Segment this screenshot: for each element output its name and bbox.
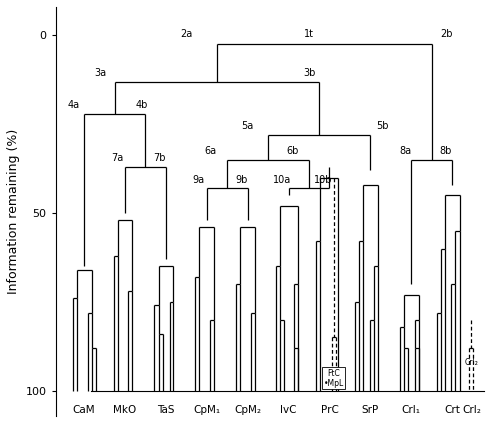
Text: 5a: 5a <box>242 121 254 131</box>
Text: 8a: 8a <box>399 146 411 156</box>
Text: 2b: 2b <box>440 29 452 39</box>
Text: FtC
•MpL: FtC •MpL <box>324 368 344 388</box>
Text: 3a: 3a <box>94 68 106 78</box>
Text: 3b: 3b <box>303 68 315 78</box>
Text: 4a: 4a <box>68 100 80 110</box>
Text: 6b: 6b <box>286 146 299 156</box>
Text: Crl₁: Crl₁ <box>402 405 421 415</box>
Text: 10b: 10b <box>314 175 332 184</box>
Text: 7b: 7b <box>154 153 166 163</box>
Text: 4b: 4b <box>135 100 147 110</box>
Text: IvC: IvC <box>280 405 297 415</box>
Text: 6a: 6a <box>205 146 217 156</box>
Text: 2a: 2a <box>180 29 192 39</box>
Text: CpM₂: CpM₂ <box>234 405 261 415</box>
Text: 7a: 7a <box>110 153 123 163</box>
Text: 9a: 9a <box>192 175 204 184</box>
Text: CaM: CaM <box>73 405 96 415</box>
Text: TaS: TaS <box>157 405 174 415</box>
Text: CpM₁: CpM₁ <box>194 405 220 415</box>
Text: 1t: 1t <box>304 29 314 39</box>
Y-axis label: Information remaining (%): Information remaining (%) <box>7 128 20 294</box>
Text: Crl₂: Crl₂ <box>464 358 478 367</box>
Text: Crt: Crt <box>444 405 460 415</box>
Text: 5b: 5b <box>376 121 389 131</box>
Text: MkO: MkO <box>114 405 136 415</box>
Text: 10a: 10a <box>274 175 291 184</box>
Text: Crl₂: Crl₂ <box>462 405 481 415</box>
Text: PrC: PrC <box>320 405 338 415</box>
Text: SrP: SrP <box>362 405 379 415</box>
Text: 8b: 8b <box>440 146 452 156</box>
Text: 9b: 9b <box>236 175 248 184</box>
